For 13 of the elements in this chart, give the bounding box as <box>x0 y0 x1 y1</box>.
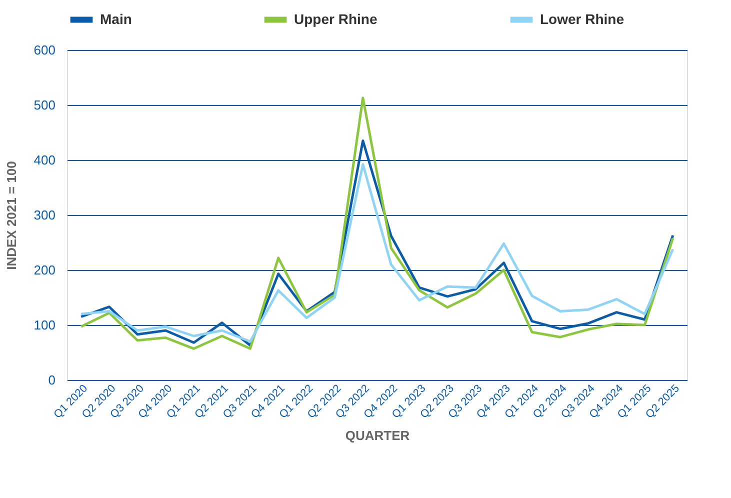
y-tick-label: 500 <box>34 98 56 112</box>
y-tick-label: 600 <box>34 42 56 58</box>
x-axis-title: QUARTER <box>345 428 410 444</box>
y-tick-label: 0 <box>48 372 56 388</box>
y-tick-label: 300 <box>34 208 56 222</box>
legend-label: Lower Rhine <box>540 10 624 27</box>
y-tick-label: 200 <box>34 262 56 278</box>
legend-label: Main <box>100 10 132 27</box>
y-tick-label: 100 <box>34 318 56 332</box>
y-tick-label: 400 <box>34 152 56 168</box>
y-axis-title: INDEX 2021 = 100 <box>4 161 19 270</box>
line-series <box>80 96 674 350</box>
legend-label: Upper Rhine <box>294 10 378 27</box>
